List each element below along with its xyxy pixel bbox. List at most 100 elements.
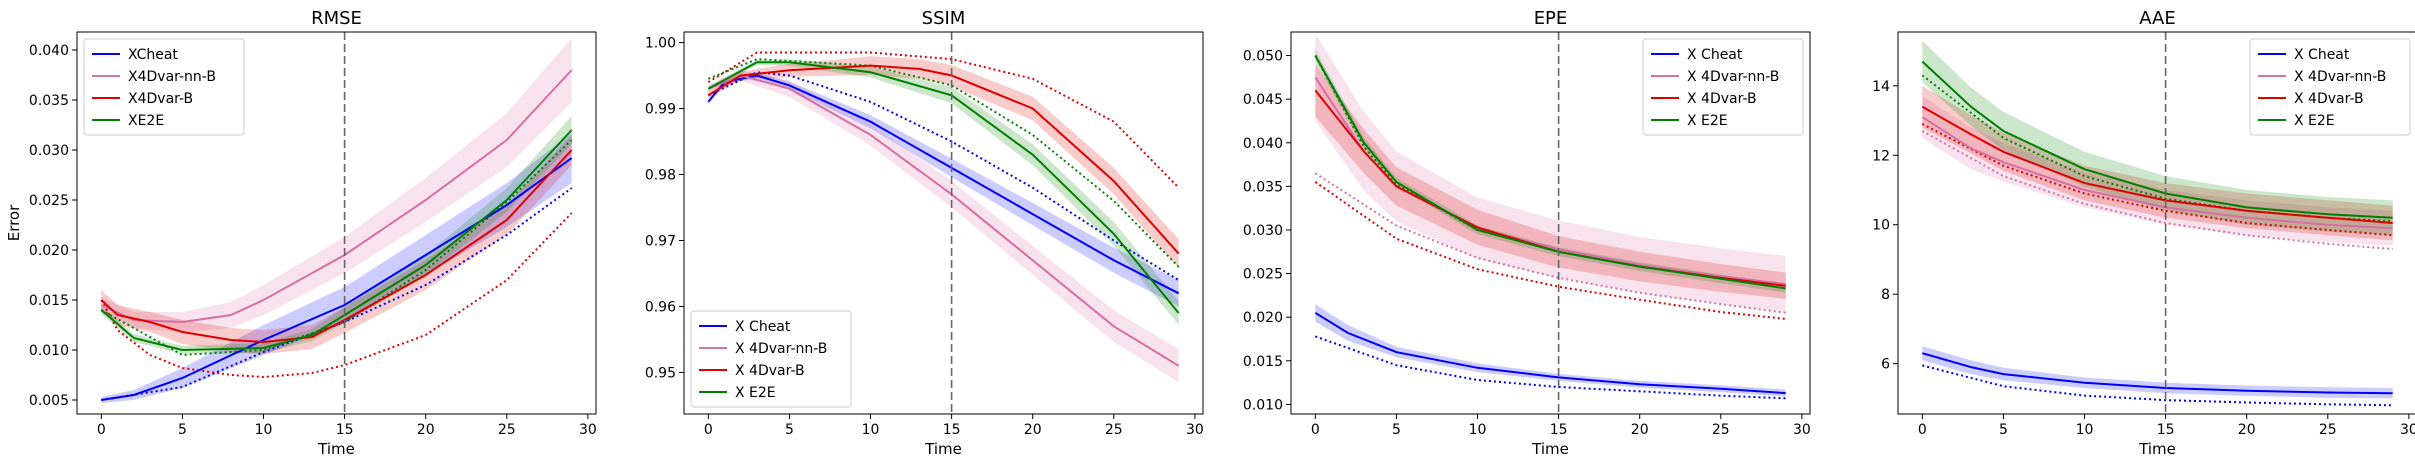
- y-tick-label: 0.98: [645, 168, 676, 184]
- y-tick-label: 0.96: [645, 299, 676, 315]
- x-axis-label: Time: [317, 440, 355, 458]
- legend-entry: X 4Dvar-nn-B: [735, 341, 827, 357]
- y-tick-label: 0.015: [29, 293, 69, 309]
- x-tick-label: 5: [178, 422, 187, 438]
- legend-entry: X 4Dvar-B: [735, 363, 805, 379]
- x-axis-label: Time: [924, 440, 962, 458]
- legend: XCheat X4Dvar-nn-B X4Dvar-B XE2E: [83, 38, 245, 136]
- legend-entry: XCheat: [128, 47, 178, 63]
- y-tick-label: 0.045: [1243, 92, 1283, 108]
- x-tick-label: 10: [1469, 422, 1487, 438]
- legend-box: [690, 310, 852, 408]
- series-line-2: [707, 64, 1180, 255]
- y-tick-label: 0.035: [1243, 179, 1283, 195]
- series-dotted-line-3: [1921, 74, 2393, 223]
- series-dotted-line-1: [1921, 130, 2393, 250]
- x-tick-label: 0: [1918, 422, 1927, 438]
- legend-entry: X 4Dvar-nn-B: [2294, 69, 2386, 85]
- series-band-0: [1315, 304, 1786, 397]
- series-band-1: [101, 38, 572, 332]
- x-tick-label: 10: [255, 422, 273, 438]
- series-line-1: [100, 69, 573, 324]
- series-line-1: [707, 74, 1180, 367]
- y-tick-label: 0.025: [29, 193, 69, 209]
- y-tick-label: 0.030: [29, 143, 69, 159]
- series-dotted-line-0: [707, 71, 1180, 281]
- x-tick-label: 30: [1793, 422, 1811, 438]
- y-tick-label: 10: [1872, 218, 1890, 234]
- series-line-1: [1921, 116, 2393, 230]
- series-band-1: [708, 70, 1179, 383]
- chart-title: AAE: [2139, 8, 2176, 29]
- x-tick-label: 0: [704, 422, 713, 438]
- x-tick-label: 20: [1024, 422, 1042, 438]
- x-tick-label: 15: [2157, 422, 2175, 438]
- plot-frame: [1290, 31, 1811, 415]
- series-line-2: [1921, 105, 2393, 224]
- legend-entry: X E2E: [735, 385, 776, 401]
- y-tick-label: 0.015: [1243, 354, 1283, 370]
- chart-title: EPE: [1534, 8, 1568, 29]
- series-band-2: [101, 135, 572, 354]
- legend-entry: X E2E: [2294, 113, 2335, 129]
- x-axis-label: Time: [1531, 440, 1569, 458]
- x-tick-label: 15: [336, 422, 354, 438]
- legend-box: [1642, 38, 1804, 136]
- x-tick-label: 30: [579, 422, 597, 438]
- legend-entry: X 4Dvar-nn-B: [1687, 69, 1779, 85]
- plot-frame: [76, 31, 597, 415]
- chart-title: SSIM: [922, 8, 966, 29]
- y-tick-label: 0.040: [29, 43, 69, 59]
- y-tick-label: 0.97: [645, 233, 676, 249]
- series-line-3: [100, 129, 573, 352]
- series-dotted-line-2: [100, 212, 573, 379]
- y-tick-label: 0.020: [29, 243, 69, 259]
- legend: X Cheat X 4Dvar-nn-B X 4Dvar-B X E2E: [2249, 38, 2411, 136]
- y-tick-label: 0.030: [1243, 223, 1283, 239]
- legend-entry: XE2E: [128, 113, 164, 129]
- x-axis-label: Time: [2138, 440, 2176, 458]
- series-line-2: [100, 149, 573, 344]
- series-line-3: [1314, 55, 1786, 290]
- x-tick-label: 20: [2238, 422, 2256, 438]
- series-dotted-line-0: [1314, 335, 1786, 400]
- x-tick-label: 5: [1999, 422, 2008, 438]
- y-tick-label: 0.020: [1243, 310, 1283, 326]
- x-tick-label: 20: [417, 422, 435, 438]
- panel-rmse: 0 5 10 15 20 25 30 0.005 0.010 0.015 0.020 0.025 0.0…: [5, 8, 597, 458]
- y-tick-label: 0.035: [29, 93, 69, 109]
- series-dotted-line-0: [1922, 364, 2393, 407]
- x-tick-label: 5: [1392, 422, 1401, 438]
- x-tick-label: 30: [2400, 422, 2415, 438]
- legend-entry: X E2E: [1687, 113, 1728, 129]
- series-line-0: [101, 157, 573, 401]
- series-band-2: [1315, 64, 1786, 299]
- x-tick-label: 25: [1712, 422, 1730, 438]
- y-tick-label: 1.00: [645, 36, 676, 52]
- legend-entry: X 4Dvar-B: [1687, 91, 1757, 107]
- series-band-2: [708, 56, 1179, 269]
- x-tick-label: 25: [1105, 422, 1123, 438]
- x-tick-label: 0: [97, 422, 106, 438]
- panel-ssim: 0 5 10 15 20 25 30 0.95 0.96 0.97 0.98 0.99 1.00 SSIM…: [645, 8, 1204, 458]
- x-tick-label: 10: [862, 422, 880, 438]
- series-line-0: [1922, 352, 2393, 395]
- panel-aae: 0 5 10 15 20 25 30 6 8 10 12 14 AAE Time X Cheat X 4Dva…: [1872, 8, 2415, 458]
- y-tick-label: 0.050: [1243, 49, 1283, 65]
- legend-entry: X Cheat: [2294, 47, 2350, 63]
- plot-frame: [683, 31, 1204, 415]
- panel-epe: 0 5 10 15 20 25 30 0.010 0.015 0.020 0.025 0.030 0.0…: [1243, 8, 1811, 458]
- series-dotted-line-1: [1314, 172, 1786, 314]
- y-tick-label: 6: [1881, 357, 1890, 373]
- legend: X Cheat X 4Dvar-nn-B X 4Dvar-B X E2E: [690, 310, 852, 408]
- y-tick-label: 0.005: [29, 393, 69, 409]
- legend-entry: X4Dvar-B: [128, 91, 193, 107]
- y-tick-label: 0.95: [645, 365, 676, 381]
- x-tick-label: 10: [2076, 422, 2094, 438]
- legend: X Cheat X 4Dvar-nn-B X 4Dvar-B X E2E: [1642, 38, 1804, 136]
- legend-entry: X Cheat: [1687, 47, 1743, 63]
- x-tick-label: 25: [2319, 422, 2337, 438]
- series-band-2: [1922, 85, 2393, 241]
- x-tick-label: 5: [785, 422, 794, 438]
